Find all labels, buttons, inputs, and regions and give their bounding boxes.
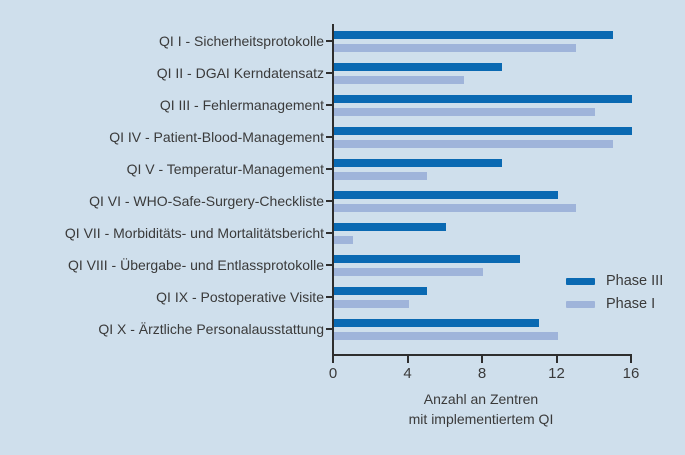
- y-tick: [326, 104, 332, 106]
- y-tick: [326, 328, 332, 330]
- category-label: QI VII - Morbiditäts- und Mortalitätsber…: [64, 225, 324, 241]
- category-label: QI V - Temperatur-Management: [126, 161, 324, 177]
- y-tick: [326, 136, 332, 138]
- bar-phase-iii: [334, 287, 428, 295]
- y-tick: [326, 296, 332, 298]
- x-tick: [332, 356, 334, 363]
- y-tick: [326, 40, 332, 42]
- bar-phase-iii: [334, 255, 521, 263]
- legend: Phase III Phase I: [566, 273, 663, 319]
- y-tick: [326, 264, 332, 266]
- x-tick: [555, 356, 558, 363]
- legend-item: Phase I: [566, 296, 663, 312]
- bar-phase-iii: [334, 223, 446, 231]
- legend-label: Phase III: [606, 273, 664, 289]
- bar-phase-i: [334, 332, 558, 340]
- x-tick: [630, 356, 632, 363]
- legend-swatch: [566, 300, 595, 308]
- legend-item: Phase III: [566, 273, 663, 289]
- y-tick: [326, 200, 332, 202]
- legend-label: Phase I: [606, 296, 656, 312]
- bar-phase-iii: [334, 127, 632, 135]
- bar-phase-iii: [334, 159, 502, 167]
- category-label: QI IX - Postoperative Visite: [156, 289, 324, 305]
- bar-phase-i: [334, 204, 577, 212]
- plot-area: 0 4 8 12 16: [326, 24, 639, 382]
- x-tick-label: 12: [548, 365, 565, 382]
- bar-phase-i: [334, 300, 409, 308]
- x-axis-title-line: Anzahl an Zentren: [423, 391, 539, 407]
- bar-phase-i: [334, 76, 465, 84]
- bar-phase-i: [334, 236, 353, 244]
- x-tick-label: 8: [477, 365, 487, 382]
- bar-phase-i: [334, 108, 595, 116]
- category-label: QI III - Fehlermanagement: [159, 97, 324, 113]
- bar-phase-i: [334, 268, 483, 276]
- category-label: QI II - DGAI Kerndatensatz: [156, 65, 324, 81]
- x-tick-label: 0: [328, 365, 338, 382]
- bar-phase-iii: [334, 95, 632, 103]
- bar-phase-iii: [334, 319, 539, 327]
- bar-phase-iii: [334, 191, 558, 199]
- bar-phase-i: [334, 140, 614, 148]
- x-tick: [406, 356, 409, 363]
- legend-swatch: [566, 277, 595, 285]
- x-axis-title-line: mit implementiertem QI: [408, 411, 554, 427]
- bar-phase-i: [334, 44, 577, 52]
- x-tick: [481, 356, 483, 363]
- y-tick: [326, 168, 332, 170]
- y-tick: [326, 232, 332, 234]
- bar-phase-i: [334, 172, 428, 180]
- y-tick: [326, 72, 332, 74]
- bar-phase-iii: [334, 63, 502, 71]
- category-label: QI X - Ärztliche Personalausstattung: [98, 321, 324, 337]
- category-label: QI IV - Patient-Blood-Management: [109, 129, 324, 145]
- category-label: QI I - Sicherheitsprotokolle: [159, 33, 324, 49]
- x-axis-title: Anzahl an Zentren mit implementiertem QI: [332, 389, 630, 429]
- x-tick-label: 4: [403, 365, 412, 382]
- bar-phase-iii: [334, 31, 614, 39]
- category-label: QI VI - WHO-Safe-Surgery-Checkliste: [89, 193, 324, 209]
- category-label: QI VIII - Übergabe- und Entlassprotokoll…: [67, 257, 324, 273]
- x-tick-label: 16: [622, 365, 640, 382]
